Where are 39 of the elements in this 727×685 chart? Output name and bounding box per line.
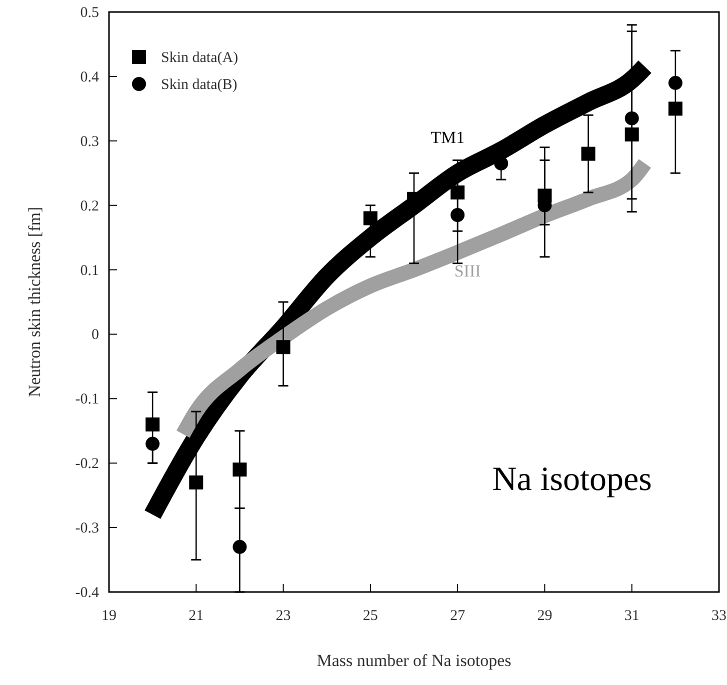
point xyxy=(276,340,290,354)
y-tick-label: 0.3 xyxy=(80,134,99,150)
x-tick-label: 21 xyxy=(188,608,204,624)
y-tick-label: 0.1 xyxy=(80,262,99,279)
x-tick-label: 23 xyxy=(276,608,291,624)
point xyxy=(450,185,465,200)
x-tick-label: 25 xyxy=(362,608,378,624)
y-tick-label: 0.5 xyxy=(80,5,99,21)
point xyxy=(146,417,160,432)
point xyxy=(668,76,682,90)
legend-label: Skin data(A) xyxy=(161,50,238,66)
y-axis-title: Neutron skin thickness [fm] xyxy=(25,206,44,398)
x-tick-label: 33 xyxy=(712,608,726,624)
annotation: Na isotopes xyxy=(492,461,652,498)
x-axis-title: Mass number of Na isotopes xyxy=(316,651,512,670)
point xyxy=(146,436,160,451)
point xyxy=(581,146,596,161)
series-label: SIII xyxy=(454,261,482,280)
x-tick-label: 31 xyxy=(624,608,640,624)
y-tick-label: 0.4 xyxy=(80,69,100,86)
series-label: TM1 xyxy=(430,128,465,148)
point xyxy=(624,111,639,126)
point xyxy=(494,156,508,170)
y-tick-label: -0.3 xyxy=(75,520,99,537)
point xyxy=(232,462,247,477)
x-tick-label: 19 xyxy=(102,608,116,624)
y-tick-label: -0.2 xyxy=(75,456,99,472)
point xyxy=(363,211,378,226)
y-tick-label: -0.4 xyxy=(75,585,100,601)
y-tick-label: 0.2 xyxy=(80,198,99,214)
legend-label: Skin data(B) xyxy=(161,77,238,93)
point xyxy=(189,475,204,490)
y-tick-label: -0.1 xyxy=(75,392,99,408)
point xyxy=(232,540,247,554)
x-tick-label: 27 xyxy=(450,608,466,624)
point xyxy=(668,102,682,116)
x-tick-label: 29 xyxy=(537,608,552,624)
point xyxy=(450,208,465,222)
y-tick-label: 0 xyxy=(92,327,99,344)
